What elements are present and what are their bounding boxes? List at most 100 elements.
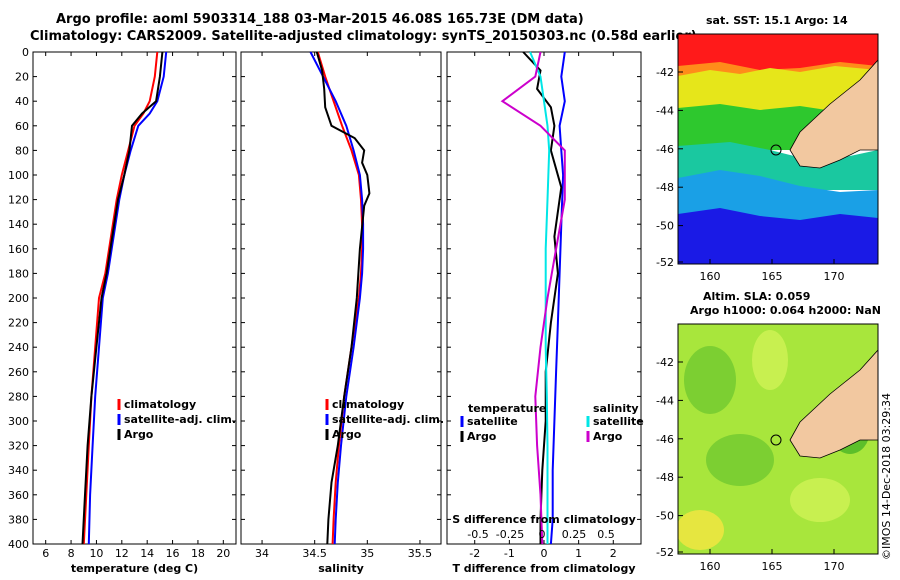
x-axis-label: salinity (318, 562, 364, 575)
figure-title-line1: Argo profile: aoml 5903314_188 03-Mar-20… (56, 12, 584, 27)
map-axes: -42 -44 -46 -48 -50 -52 160 165 170 -42 -44 -46 -48 -… (656, 66, 844, 573)
y-tick-label: 0 (22, 46, 29, 59)
y-tick-label: 160 (8, 243, 29, 256)
x-tick-label: 18 (191, 547, 205, 560)
sla-blob (684, 346, 736, 414)
legend-label: Argo (467, 430, 497, 443)
sla-map (677, 323, 879, 555)
legend-label: climatology (124, 398, 196, 411)
y-tick-label: 340 (8, 464, 29, 477)
legend-label: Argo (593, 430, 623, 443)
series-line-climatology (82, 51, 159, 545)
sla-land (789, 349, 878, 459)
y-tick-label: 380 (8, 513, 29, 526)
series-line-salinity-satellite (529, 51, 551, 544)
sst-band-yellow (678, 66, 878, 112)
top-x-tick-label: 0.5 (597, 528, 615, 541)
salinity-panel: 34 34.5 35 35.5 salinity climatology satellite… (240, 51, 444, 575)
top-x-tick-label: -0.25 (496, 528, 524, 541)
top-x-tick-label: 0.25 (562, 528, 587, 541)
top-x-tick-label: -0.5 (467, 528, 488, 541)
sst-band-blue (678, 208, 878, 264)
y-tick-label: 360 (8, 489, 29, 502)
sla-blob (752, 330, 788, 390)
x-tick-label: 34.5 (302, 547, 327, 560)
y-tick-label: 300 (8, 415, 29, 428)
series-line-temperature-satellite (549, 51, 566, 545)
map-y-tick-label: -42 (656, 356, 674, 369)
sst-band-cyan (678, 170, 878, 222)
y-tick-label: 140 (8, 218, 29, 231)
sla-map-subtitle: Argo h1000: 0.064 h2000: NaN (690, 304, 882, 317)
y-tick-label: 260 (8, 366, 29, 379)
map-y-tick-label: -42 (656, 66, 674, 79)
y-tick-label: 220 (8, 317, 29, 330)
difference-panel: -2 -1 0 1 2 T difference from climatology temp… (446, 51, 644, 575)
x-tick-label: 20 (216, 547, 230, 560)
legend-label: climatology (332, 398, 404, 411)
x-tick-label: -1 (504, 547, 515, 560)
series-line-argo (315, 51, 371, 545)
x-tick-label: 0 (541, 547, 548, 560)
y-tick-label: 20 (15, 71, 29, 84)
map-y-tick-label: -44 (656, 104, 674, 117)
map-y-tick-label: -48 (656, 181, 674, 194)
map-y-tick-label: -46 (656, 143, 674, 156)
map-y-tick-label: -46 (656, 433, 674, 446)
x-tick-label: 35.5 (408, 547, 433, 560)
y-tick-label: 60 (15, 120, 29, 133)
x-tick-label: 35 (360, 547, 374, 560)
legend-label: satellite-adj. clim. (124, 413, 236, 426)
map-y-tick-label: -48 (656, 471, 674, 484)
map-x-tick-label: 165 (762, 270, 783, 283)
sst-land (789, 59, 878, 169)
map-x-tick-label: 165 (762, 560, 783, 573)
sla-argo-marker (770, 434, 782, 446)
sst-map (677, 33, 879, 265)
top-axis-label: S difference from climatology (452, 513, 636, 526)
x-tick-label: 14 (140, 547, 154, 560)
map-y-tick-label: -52 (656, 546, 674, 559)
top-x-tick-label: 0 (539, 528, 546, 541)
y-tick-label: 120 (8, 194, 29, 207)
sla-blob (790, 478, 850, 522)
y-tick-label: 200 (8, 292, 29, 305)
legend-label: satellite (593, 415, 644, 428)
legend-label: Argo (332, 428, 362, 441)
map-y-tick-label: -50 (656, 220, 674, 233)
map-x-tick-label: 160 (700, 560, 721, 573)
series-line-argo (81, 51, 164, 545)
series-line-satellite-adj-clim- (309, 51, 365, 545)
x-tick-label: 8 (68, 547, 75, 560)
sst-argo-marker (770, 144, 782, 156)
legend-label: satellite-adj. clim. (332, 413, 444, 426)
series-line-satellite-adj-clim- (87, 51, 168, 545)
x-axis-label: temperature (deg C) (71, 562, 198, 575)
y-tick-label: 100 (8, 169, 29, 182)
x-axis-label: T difference from climatology (452, 562, 635, 575)
legend-label: Argo (124, 428, 154, 441)
x-tick-label: 16 (166, 547, 180, 560)
x-tick-label: -2 (469, 547, 480, 560)
temperature-panel: 0 20 40 60 80 100 120 140 160 180 200 220 240 260 280 3… (8, 46, 237, 575)
legend-label: satellite (467, 415, 518, 428)
x-tick-label: 2 (610, 547, 617, 560)
sla-blob (706, 434, 774, 486)
x-tick-label: 1 (575, 547, 582, 560)
map-x-tick-label: 170 (824, 560, 845, 573)
y-tick-label: 400 (8, 538, 29, 551)
y-tick-label: 240 (8, 341, 29, 354)
y-tick-label: 320 (8, 440, 29, 453)
map-y-tick-label: -50 (656, 510, 674, 523)
x-tick-label: 6 (42, 547, 49, 560)
y-tick-label: 80 (15, 144, 29, 157)
legend-heading: salinity (593, 402, 639, 415)
sla-blob (678, 510, 724, 550)
x-tick-label: 12 (115, 547, 129, 560)
sla-map-title: Altim. SLA: 0.059 (703, 290, 811, 303)
map-x-tick-label: 170 (824, 270, 845, 283)
y-tick-label: 180 (8, 267, 29, 280)
map-y-tick-label: -52 (656, 256, 674, 269)
series-line-climatology (316, 51, 364, 545)
